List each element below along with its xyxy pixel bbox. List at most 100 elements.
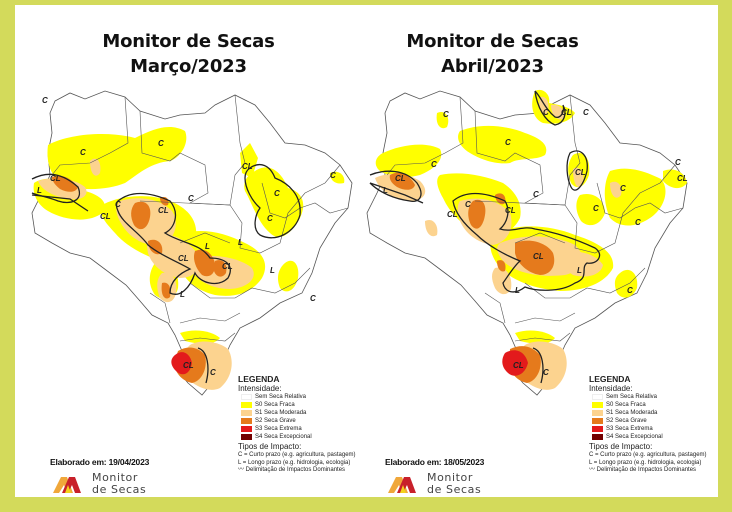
svg-text:C: C	[627, 286, 633, 295]
svg-text:C: C	[267, 214, 273, 223]
legend-impact-long: L = Longo prazo (e.g. hidrologia, ecolog…	[589, 459, 702, 466]
svg-text:C: C	[675, 158, 681, 167]
svg-text:C: C	[543, 368, 549, 377]
legend-intensity-label: Intensidade:	[238, 384, 282, 393]
title-line-2: Abril/2023	[441, 56, 544, 77]
legend-delimitation: 〰 Delimitação de Impactos Dominantes	[589, 467, 697, 473]
svg-text:L: L	[205, 242, 210, 251]
svg-text:C: C	[593, 204, 599, 213]
swatch-s3	[241, 426, 252, 432]
svg-text:CL: CL	[513, 361, 524, 370]
title-line-1: Monitor de Secas	[406, 31, 579, 52]
legend-item-none: Sem Seca Relativa	[241, 393, 356, 401]
swatch-s2	[592, 418, 603, 424]
swatch-s1	[241, 410, 252, 416]
map-panel-march: Monitor de Secas Março/2023	[15, 5, 366, 497]
svg-text:CL: CL	[395, 174, 406, 183]
legend-item-s0: S0 Seca Fraca	[241, 401, 356, 409]
legend-impact-title: Tipos de Impacto:	[238, 442, 302, 451]
map-panel-april: Monitor de Secas Abril/2023	[366, 5, 718, 497]
svg-text:CL: CL	[242, 162, 253, 171]
legend-item-s2: S2 Seca Grave	[241, 417, 356, 425]
svg-text:C: C	[465, 200, 471, 209]
title-line-1: Monitor de Secas	[102, 31, 275, 52]
legend: LEGENDA Intensidade: Sem Seca Relativa S…	[238, 375, 356, 475]
svg-text:CL: CL	[575, 168, 586, 177]
svg-text:C: C	[42, 96, 48, 105]
legend-title: LEGENDA	[238, 374, 280, 384]
legend-intensity-label: Intensidade:	[589, 384, 633, 393]
swatch-s3	[592, 426, 603, 432]
logo-text: Monitor de Secas	[427, 471, 482, 496]
svg-text:C: C	[505, 138, 511, 147]
svg-text:CL: CL	[677, 174, 688, 183]
swatch-s0	[592, 402, 603, 408]
svg-text:CL: CL	[178, 254, 189, 263]
svg-text:L: L	[238, 238, 243, 247]
swatch-s4	[592, 434, 603, 440]
legend-item-s3: S3 Seca Extrema	[592, 425, 707, 433]
logo-text: Monitor de Secas	[92, 471, 147, 496]
svg-text:L: L	[180, 290, 185, 299]
svg-text:CL: CL	[183, 361, 194, 370]
svg-text:L: L	[577, 266, 582, 275]
date-label: Elaborado em: 19/04/2023	[50, 457, 150, 467]
legend-item-s1: S1 Seca Moderada	[241, 409, 356, 417]
svg-text:C: C	[310, 294, 316, 303]
drought-map-april: C C C CL L C CL C C CL CL C CL C C C C C…	[366, 89, 688, 396]
map-title: Monitor de Secas Março/2023	[13, 29, 364, 79]
svg-text:C: C	[543, 108, 549, 117]
logo-icon	[53, 477, 81, 493]
svg-text:CL: CL	[50, 174, 61, 183]
svg-text:L: L	[37, 186, 42, 195]
svg-text:C: C	[158, 139, 164, 148]
legend-item-s4: S4 Seca Excepcional	[241, 433, 356, 441]
svg-text:CL: CL	[447, 210, 458, 219]
delimitation-line-icon: 〰	[238, 467, 246, 473]
title-line-2: Março/2023	[130, 56, 247, 77]
legend-title: LEGENDA	[589, 374, 631, 384]
legend-impact-short: C = Curto prazo (e.g. agricultura, pasta…	[589, 452, 707, 458]
swatch-s1	[592, 410, 603, 416]
svg-text:CL: CL	[100, 212, 111, 221]
svg-text:L: L	[383, 186, 388, 195]
swatch-s0	[241, 402, 252, 408]
svg-text:C: C	[274, 189, 280, 198]
legend-impact-short: C = Curto prazo (e.g. agricultura, pasta…	[238, 452, 356, 458]
swatch-s4	[241, 434, 252, 440]
svg-text:CL: CL	[533, 252, 544, 261]
legend-item-s4: S4 Seca Excepcional	[592, 433, 707, 441]
legend-item-s0: S0 Seca Fraca	[592, 401, 707, 409]
svg-text:C: C	[210, 368, 216, 377]
legend-item-s3: S3 Seca Extrema	[241, 425, 356, 433]
monitor-de-secas-logo: Monitor de Secas	[51, 471, 146, 497]
legend: LEGENDA Intensidade: Sem Seca Relativa S…	[589, 375, 707, 475]
swatch-none	[241, 394, 252, 400]
svg-text:L: L	[270, 266, 275, 275]
legend-impact-title: Tipos de Impacto:	[589, 442, 653, 451]
svg-text:C: C	[330, 171, 336, 180]
monitor-de-secas-logo: Monitor de Secas	[386, 471, 481, 497]
legend-item-none: Sem Seca Relativa	[592, 393, 707, 401]
svg-text:C: C	[115, 200, 121, 209]
drought-map-march: C C C CL L C CL CL C CL C C C L L CL CL …	[31, 90, 353, 396]
svg-text:CL: CL	[505, 206, 516, 215]
svg-text:C: C	[443, 110, 449, 119]
legend-impact-long: L = Longo prazo (e.g. hidrologia, ecolog…	[238, 459, 351, 466]
svg-text:CL: CL	[222, 262, 233, 271]
legend-delimitation: 〰 Delimitação de Impactos Dominantes	[238, 467, 346, 473]
map-title: Monitor de Secas Abril/2023	[317, 29, 668, 79]
svg-text:C: C	[583, 108, 589, 117]
logo-icon	[388, 477, 416, 493]
swatch-none	[592, 394, 603, 400]
content-panel: Monitor de Secas Março/2023	[15, 5, 718, 497]
delimitation-line-icon: 〰	[589, 467, 597, 473]
svg-text:L: L	[515, 286, 520, 295]
svg-text:CL: CL	[158, 206, 169, 215]
svg-text:CL: CL	[561, 108, 572, 117]
legend-item-s2: S2 Seca Grave	[592, 417, 707, 425]
svg-text:C: C	[431, 160, 437, 169]
svg-text:C: C	[188, 194, 194, 203]
svg-text:C: C	[620, 184, 626, 193]
date-label: Elaborado em: 18/05/2023	[385, 457, 485, 467]
